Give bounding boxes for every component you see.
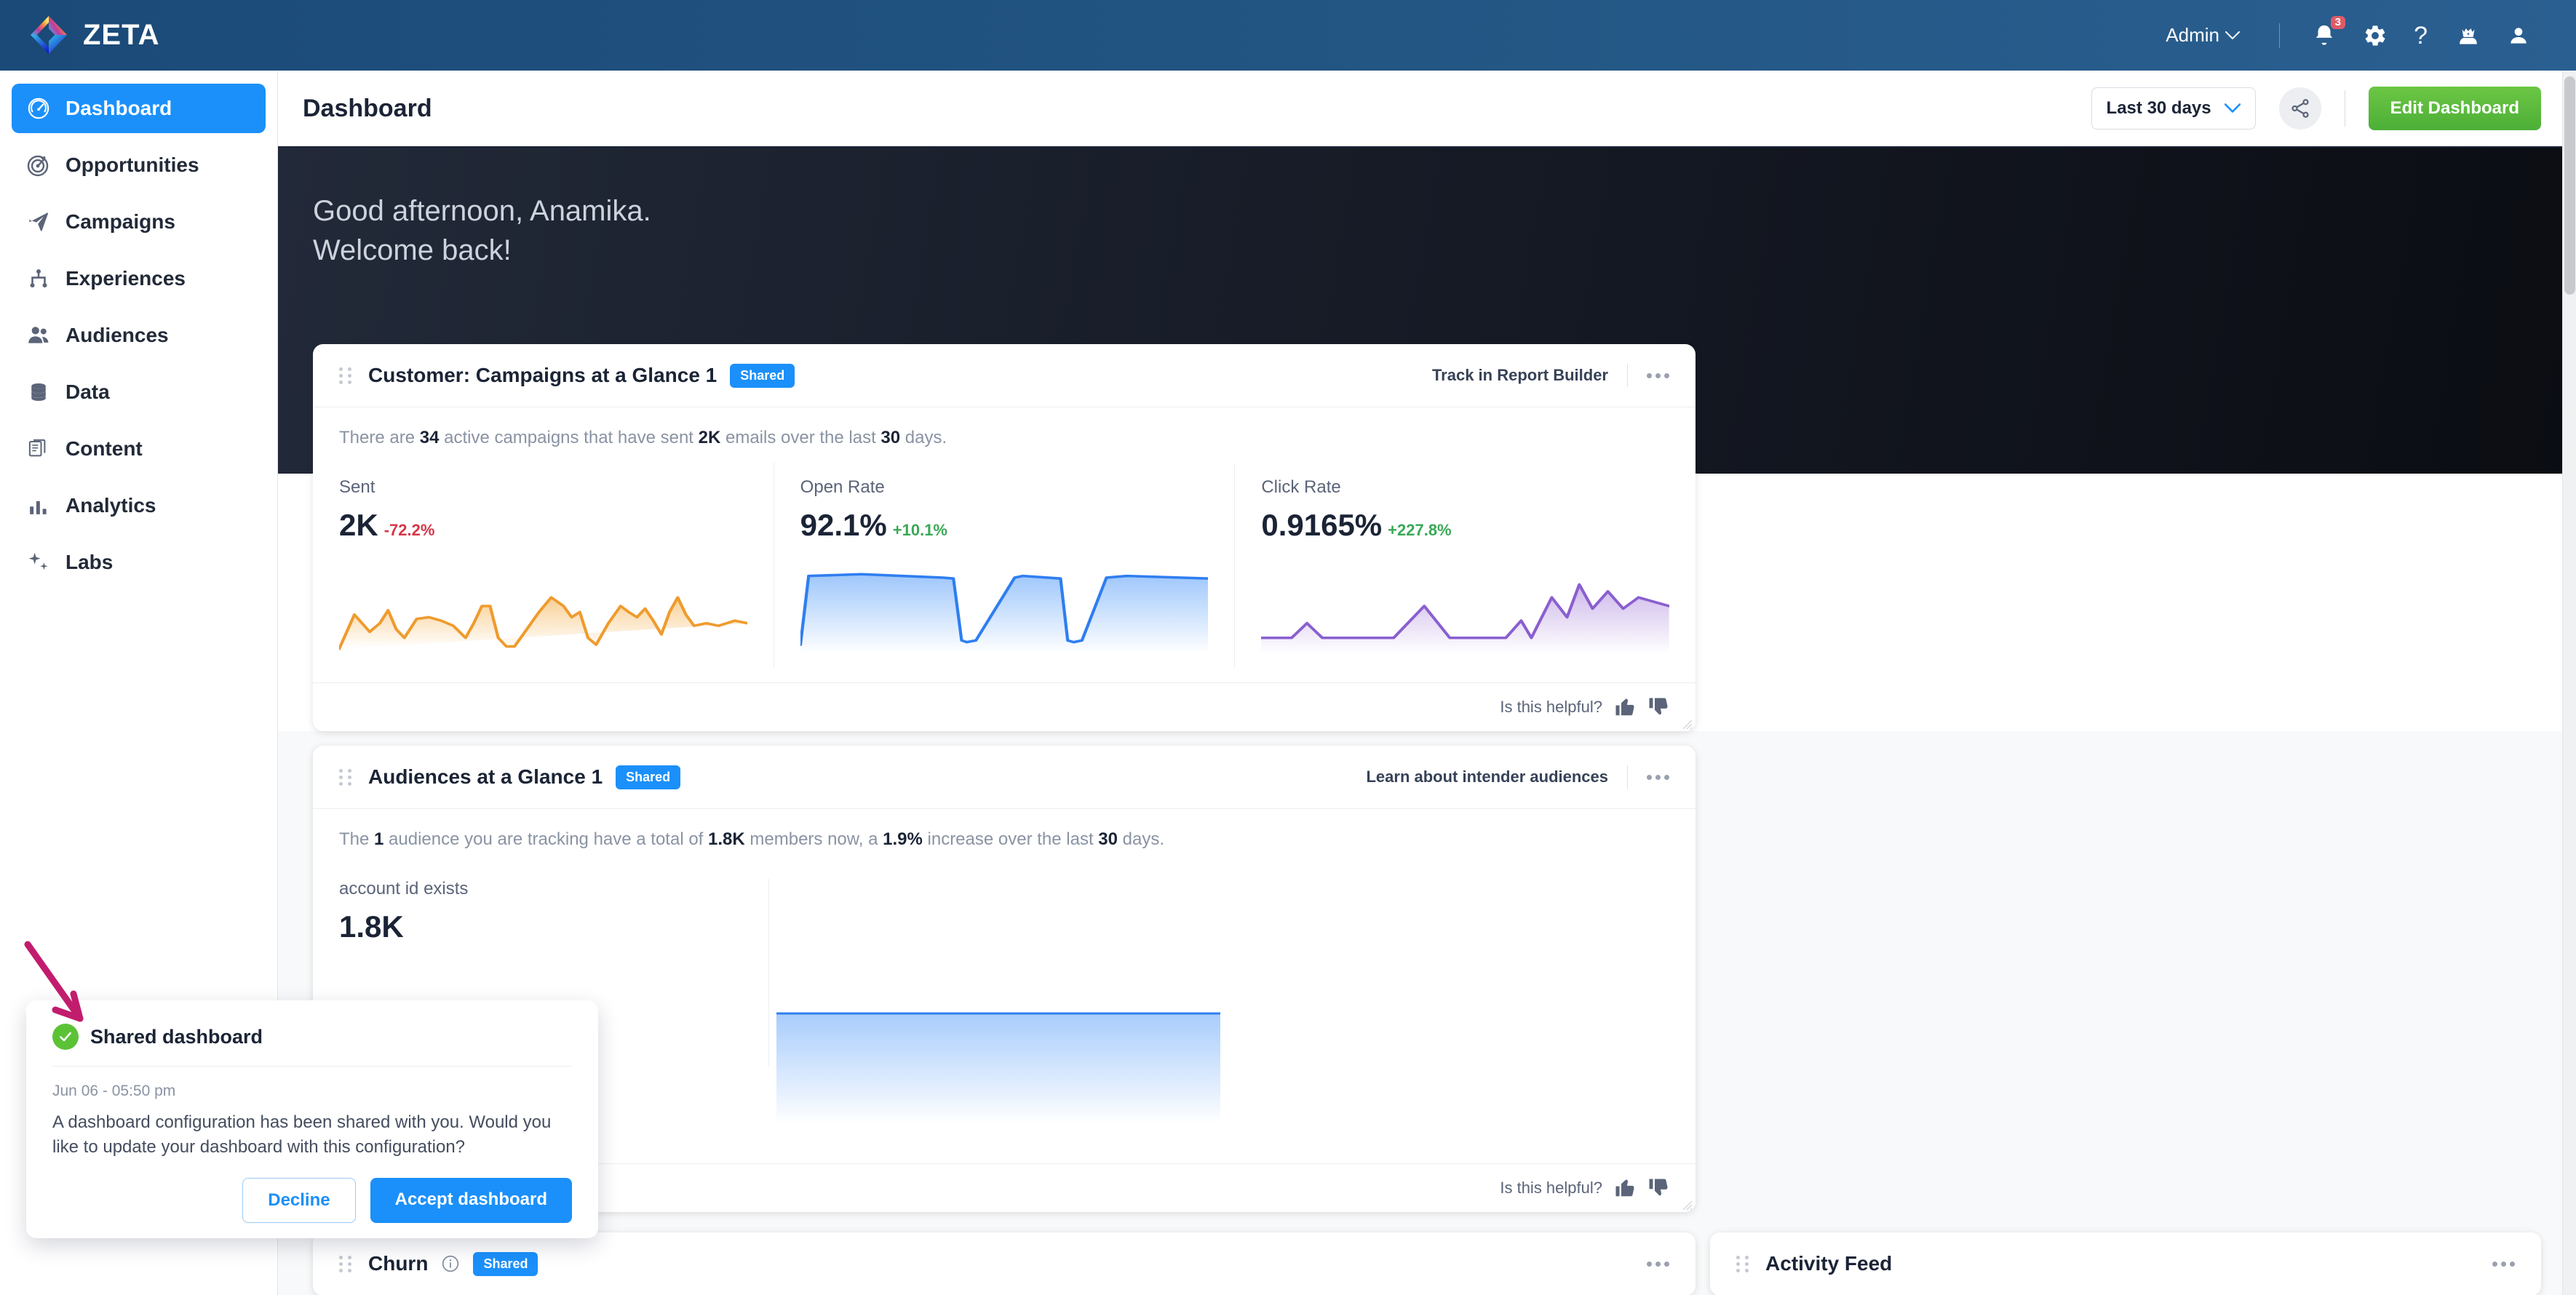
svg-text:?: ? [2414,23,2428,48]
